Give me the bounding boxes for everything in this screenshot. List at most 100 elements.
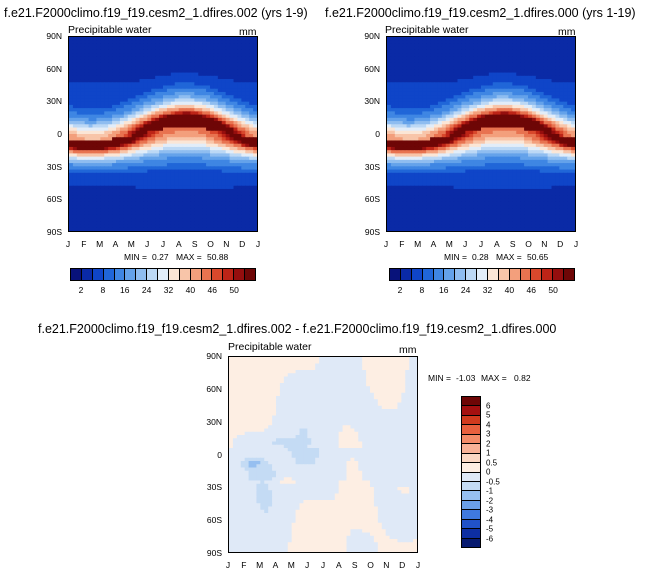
heatmap-cell	[233, 49, 239, 54]
heatmap-cell	[241, 104, 246, 109]
heatmap-cell	[76, 211, 82, 216]
heatmap-cell	[441, 46, 447, 51]
heatmap-cell	[127, 172, 133, 177]
heatmap-cell	[69, 37, 74, 41]
panel1-variable-label: Precipitable water	[68, 24, 152, 36]
heatmap-cell	[233, 137, 239, 142]
heatmap-cell	[119, 169, 125, 174]
heatmap-cell	[461, 59, 466, 64]
heatmap-cell	[500, 111, 506, 116]
heatmap-cell	[563, 69, 568, 74]
heatmap-cell	[422, 163, 427, 167]
heatmap-cell	[217, 124, 223, 129]
heatmap-cell	[163, 198, 168, 203]
heatmap-cell	[174, 37, 180, 41]
heatmap-cell	[237, 224, 242, 229]
heatmap-cell	[92, 137, 98, 142]
heatmap-cell	[206, 108, 211, 112]
heatmap-cell	[112, 130, 117, 135]
heatmap-cell	[434, 66, 439, 70]
heatmap-cell	[535, 66, 541, 70]
heatmap-cell	[206, 198, 211, 203]
heatmap-cell	[398, 146, 404, 151]
heatmap-cell	[477, 143, 482, 148]
heatmap-cell	[123, 79, 129, 83]
heatmap-cell	[461, 72, 466, 77]
heatmap-cell	[500, 82, 506, 87]
heatmap-cell	[414, 79, 419, 83]
heatmap-cell	[504, 150, 510, 154]
heatmap-cell	[221, 143, 227, 148]
heatmap-cell	[139, 130, 145, 135]
heatmap-cell	[210, 176, 215, 180]
heatmap-cell	[500, 127, 506, 132]
heatmap-cell	[119, 98, 125, 103]
heatmap-cell	[116, 218, 121, 222]
heatmap-cell	[147, 62, 152, 67]
heatmap-cell	[481, 43, 486, 48]
heatmap-cell	[194, 218, 199, 222]
heatmap-cell	[237, 179, 242, 184]
heatmap-cell	[539, 82, 545, 87]
heatmap-cell	[414, 59, 419, 64]
heatmap-cell	[457, 137, 463, 142]
heatmap-cell	[100, 72, 105, 77]
heatmap-cell	[206, 91, 211, 96]
heatmap-cell	[163, 179, 168, 184]
heatmap-cell	[135, 182, 141, 187]
heatmap-cell	[394, 117, 400, 122]
heatmap-cell	[484, 117, 490, 122]
heatmap-cell	[571, 66, 575, 70]
heatmap-cell	[80, 85, 86, 90]
heatmap-cell	[84, 159, 90, 164]
heatmap-cell	[457, 46, 463, 51]
heatmap-cell	[473, 156, 478, 161]
panel1-title: f.e21.F2000climo.f19_f19.cesm2_1.dfires.…	[4, 6, 308, 20]
heatmap-cell	[206, 88, 211, 93]
heatmap-cell	[528, 153, 533, 158]
heatmap-cell	[155, 101, 160, 106]
heatmap-cell	[116, 59, 121, 64]
heatmap-cell	[174, 211, 180, 216]
heatmap-cell	[229, 169, 235, 174]
heatmap-cell	[213, 134, 219, 138]
heatmap-cell	[88, 124, 94, 129]
heatmap-cell	[563, 166, 568, 171]
heatmap-cell	[457, 153, 463, 158]
heatmap-cell	[221, 79, 227, 83]
heatmap-cell	[551, 143, 557, 148]
heatmap-cell	[92, 56, 98, 61]
heatmap-cell	[104, 79, 109, 83]
heatmap-cell	[531, 91, 537, 96]
heatmap-cell	[453, 137, 459, 142]
heatmap-cell	[178, 130, 184, 135]
heatmap-cell	[159, 205, 164, 209]
heatmap-cell	[178, 53, 184, 57]
heatmap-cell	[434, 40, 439, 45]
heatmap-cell	[190, 198, 195, 203]
heatmap-cell	[163, 62, 168, 67]
heatmap-cell	[233, 176, 239, 180]
heatmap-cell	[147, 117, 152, 122]
heatmap-cell	[245, 69, 250, 74]
heatmap-cell	[210, 101, 215, 106]
heatmap-cell	[139, 185, 145, 190]
heatmap-cell	[135, 104, 141, 109]
heatmap-cell	[108, 146, 113, 151]
heatmap-cell	[108, 111, 113, 116]
heatmap-cell	[516, 114, 521, 119]
heatmap-cell	[233, 150, 239, 154]
heatmap-cell	[221, 188, 227, 193]
heatmap-cell	[178, 49, 184, 54]
heatmap-cell	[198, 117, 203, 122]
heatmap-cell	[116, 192, 121, 197]
heatmap-cell	[496, 130, 502, 135]
heatmap-cell	[174, 62, 180, 67]
heatmap-cell	[72, 198, 78, 203]
heatmap-cell	[155, 130, 160, 135]
heatmap-cell	[166, 172, 172, 177]
heatmap-cell	[123, 182, 129, 187]
heatmap-cell	[127, 137, 133, 142]
heatmap-cell	[213, 114, 219, 119]
heatmap-cell	[547, 169, 553, 174]
